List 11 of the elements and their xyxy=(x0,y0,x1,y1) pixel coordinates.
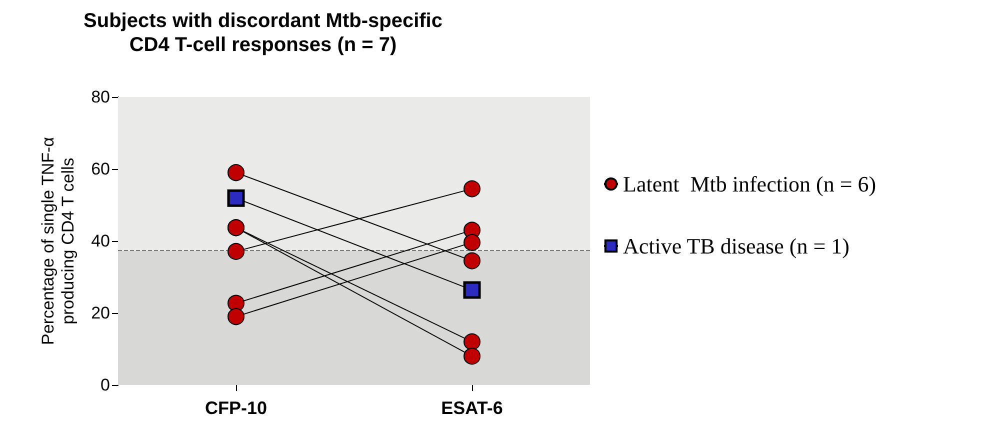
y-axis-title: Percentage of single TNF-α producing CD4 T cells xyxy=(38,136,78,345)
y-tick-label: 20 xyxy=(91,304,110,322)
y-tick-label: 60 xyxy=(91,160,110,178)
legend-label: Active TB disease (n = 1) xyxy=(623,234,850,258)
y-tick-label: 80 xyxy=(91,88,110,106)
y-tick-label: 0 xyxy=(100,376,110,394)
legend-label: Latent Mtb infection (n = 6) xyxy=(623,172,876,196)
y-tick-label: 40 xyxy=(91,232,110,250)
chart-title: Subjects with discordant Mtb-specific CD4 T-cell responses (n = 7) xyxy=(84,10,442,56)
x-tick-label: ESAT-6 xyxy=(441,398,503,418)
x-tick-label: CFP-10 xyxy=(204,398,268,418)
